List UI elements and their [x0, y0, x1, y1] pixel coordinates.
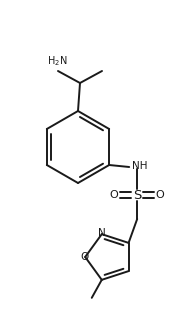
Text: H$_2$N: H$_2$N	[47, 54, 67, 68]
Text: O: O	[110, 190, 118, 200]
Text: S: S	[133, 189, 141, 201]
Text: O: O	[156, 190, 164, 200]
Text: NH: NH	[132, 161, 148, 171]
Text: N: N	[98, 228, 106, 238]
Text: O: O	[80, 252, 88, 262]
